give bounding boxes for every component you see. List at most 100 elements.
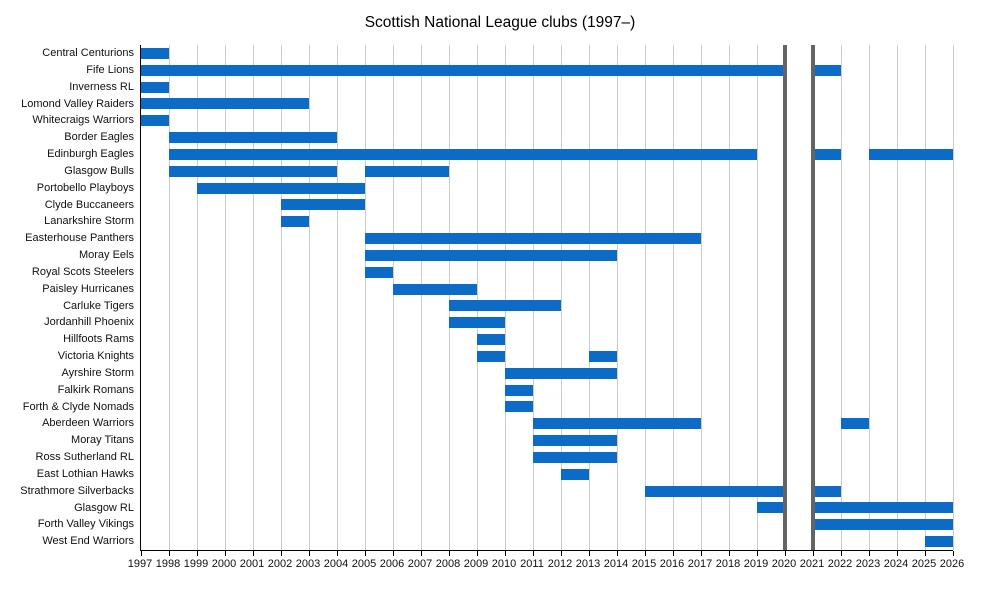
x-axis-tick-label: 2019 <box>743 558 769 570</box>
club-label: Portobello Playboys <box>36 181 134 194</box>
year-gridline <box>336 45 338 550</box>
year-gridline <box>868 45 870 550</box>
year-gridline <box>728 45 730 550</box>
timeline-bar <box>449 300 561 312</box>
club-label: Royal Scots Steelers <box>31 265 134 278</box>
club-label: Hillfoots Rams <box>63 333 134 346</box>
club-label: East Lothian Hawks <box>36 467 134 480</box>
timeline-bar <box>505 367 617 379</box>
timeline-bar <box>813 502 953 514</box>
x-axis-labels: 1997 1998 1999 2000 2001 2002 2003 2004 2005 2006… <box>128 558 964 574</box>
club-label: Glasgow Bulls <box>64 164 134 177</box>
club-label: Jordanhill Phoenix <box>44 316 134 329</box>
timeline-bar <box>813 148 841 160</box>
timeline-bar <box>477 334 505 346</box>
club-label: Fife Lions <box>86 63 134 76</box>
year-gridline <box>560 45 562 550</box>
year-gridline <box>532 45 534 550</box>
club-label: Whitecraigs Warriors <box>32 114 134 127</box>
plot-area <box>140 45 954 556</box>
year-gridline <box>308 45 310 550</box>
x-axis-tick <box>476 551 478 556</box>
x-axis-tick-label: 2015 <box>631 558 657 570</box>
x-axis-tick-label: 2003 <box>295 558 321 570</box>
timeline-bar <box>505 384 533 396</box>
timeline-bar <box>449 317 505 329</box>
timeline-bar <box>533 435 617 447</box>
club-label: Victoria Knights <box>57 350 134 362</box>
x-axis-tick-label: 2002 <box>267 558 293 570</box>
year-gridline <box>672 45 674 550</box>
x-axis-tick <box>224 551 226 556</box>
x-axis-tick-label: 2001 <box>239 558 265 570</box>
timeline-bar <box>141 98 309 110</box>
year-gridline <box>280 45 282 550</box>
club-label: Lomond Valley Raiders <box>21 97 134 110</box>
x-axis-tick-label: 2010 <box>491 558 517 570</box>
timeline-bar <box>169 132 337 144</box>
year-gridline <box>644 45 646 550</box>
club-label: Lanarkshire Storm <box>44 215 134 228</box>
year-gridline <box>392 45 394 550</box>
club-label: Inverness RL <box>69 80 134 93</box>
x-axis-tick <box>756 551 758 556</box>
x-axis-tick-label: 2023 <box>855 558 881 570</box>
x-axis-tick <box>644 551 646 556</box>
x-axis-tick-label: 2012 <box>547 558 573 570</box>
x-axis-tick-label: 2004 <box>323 558 349 570</box>
timeline-bar <box>589 350 617 362</box>
timeline-bar <box>365 165 449 177</box>
club-label: Forth & Clyde Nomads <box>22 400 134 413</box>
x-axis-tick <box>560 551 562 556</box>
timeline-bar <box>813 64 841 76</box>
event-line-2020 <box>783 45 787 550</box>
x-axis-tick-label: 2016 <box>659 558 685 570</box>
timeline-bar <box>365 249 617 261</box>
x-axis-tick <box>924 551 926 556</box>
club-label: Edinburgh Eagles <box>47 148 134 160</box>
x-axis-tick <box>952 551 954 556</box>
timeline-bar <box>841 418 869 430</box>
timeline-bar <box>813 485 841 497</box>
club-label: Moray Eels <box>78 249 134 261</box>
year-gridline <box>504 45 506 550</box>
y-axis-club-labels: Central Centurions Fife Lions Inverness RL… <box>0 45 134 550</box>
timeline-bar <box>925 536 953 548</box>
timeline-bar <box>393 283 477 295</box>
timeline-bar <box>141 64 785 76</box>
x-axis-tick <box>896 551 898 556</box>
x-axis-tick <box>280 551 282 556</box>
year-gridline <box>420 45 422 550</box>
x-axis-tick <box>196 551 198 556</box>
club-label: Paisley Hurricanes <box>42 282 134 295</box>
x-axis-tick <box>616 551 618 556</box>
timeline-bar <box>169 148 757 160</box>
x-axis-tick-label: 2026 <box>939 558 965 570</box>
x-axis-tick <box>168 551 170 556</box>
year-gridline <box>756 45 758 550</box>
year-gridline <box>224 45 226 550</box>
x-axis-tick <box>840 551 842 556</box>
timeline-bar <box>365 266 393 278</box>
x-axis-tick-label: 2017 <box>687 558 713 570</box>
x-axis-tick <box>364 551 366 556</box>
x-axis-tick <box>672 551 674 556</box>
x-axis-tick-label: 2008 <box>435 558 461 570</box>
x-axis-tick <box>812 551 814 556</box>
year-gridline <box>700 45 702 550</box>
x-axis-tick-label: 2006 <box>379 558 405 570</box>
year-gridline <box>476 45 478 550</box>
club-label: Border Eagles <box>64 131 134 144</box>
x-axis-tick <box>588 551 590 556</box>
timeline-bar <box>533 451 617 463</box>
timeline-bar <box>365 233 701 245</box>
club-label: Aberdeen Warriors <box>42 417 134 430</box>
club-label: Ross Sutherland RL <box>35 451 134 463</box>
x-axis-tick-label: 1997 <box>127 558 153 570</box>
year-gridline <box>448 45 450 550</box>
club-label: Falkirk Romans <box>57 383 134 396</box>
timeline-bar <box>197 182 365 194</box>
x-axis-tick-label: 2005 <box>351 558 377 570</box>
timeline-bar <box>281 216 309 228</box>
x-axis-tick <box>700 551 702 556</box>
